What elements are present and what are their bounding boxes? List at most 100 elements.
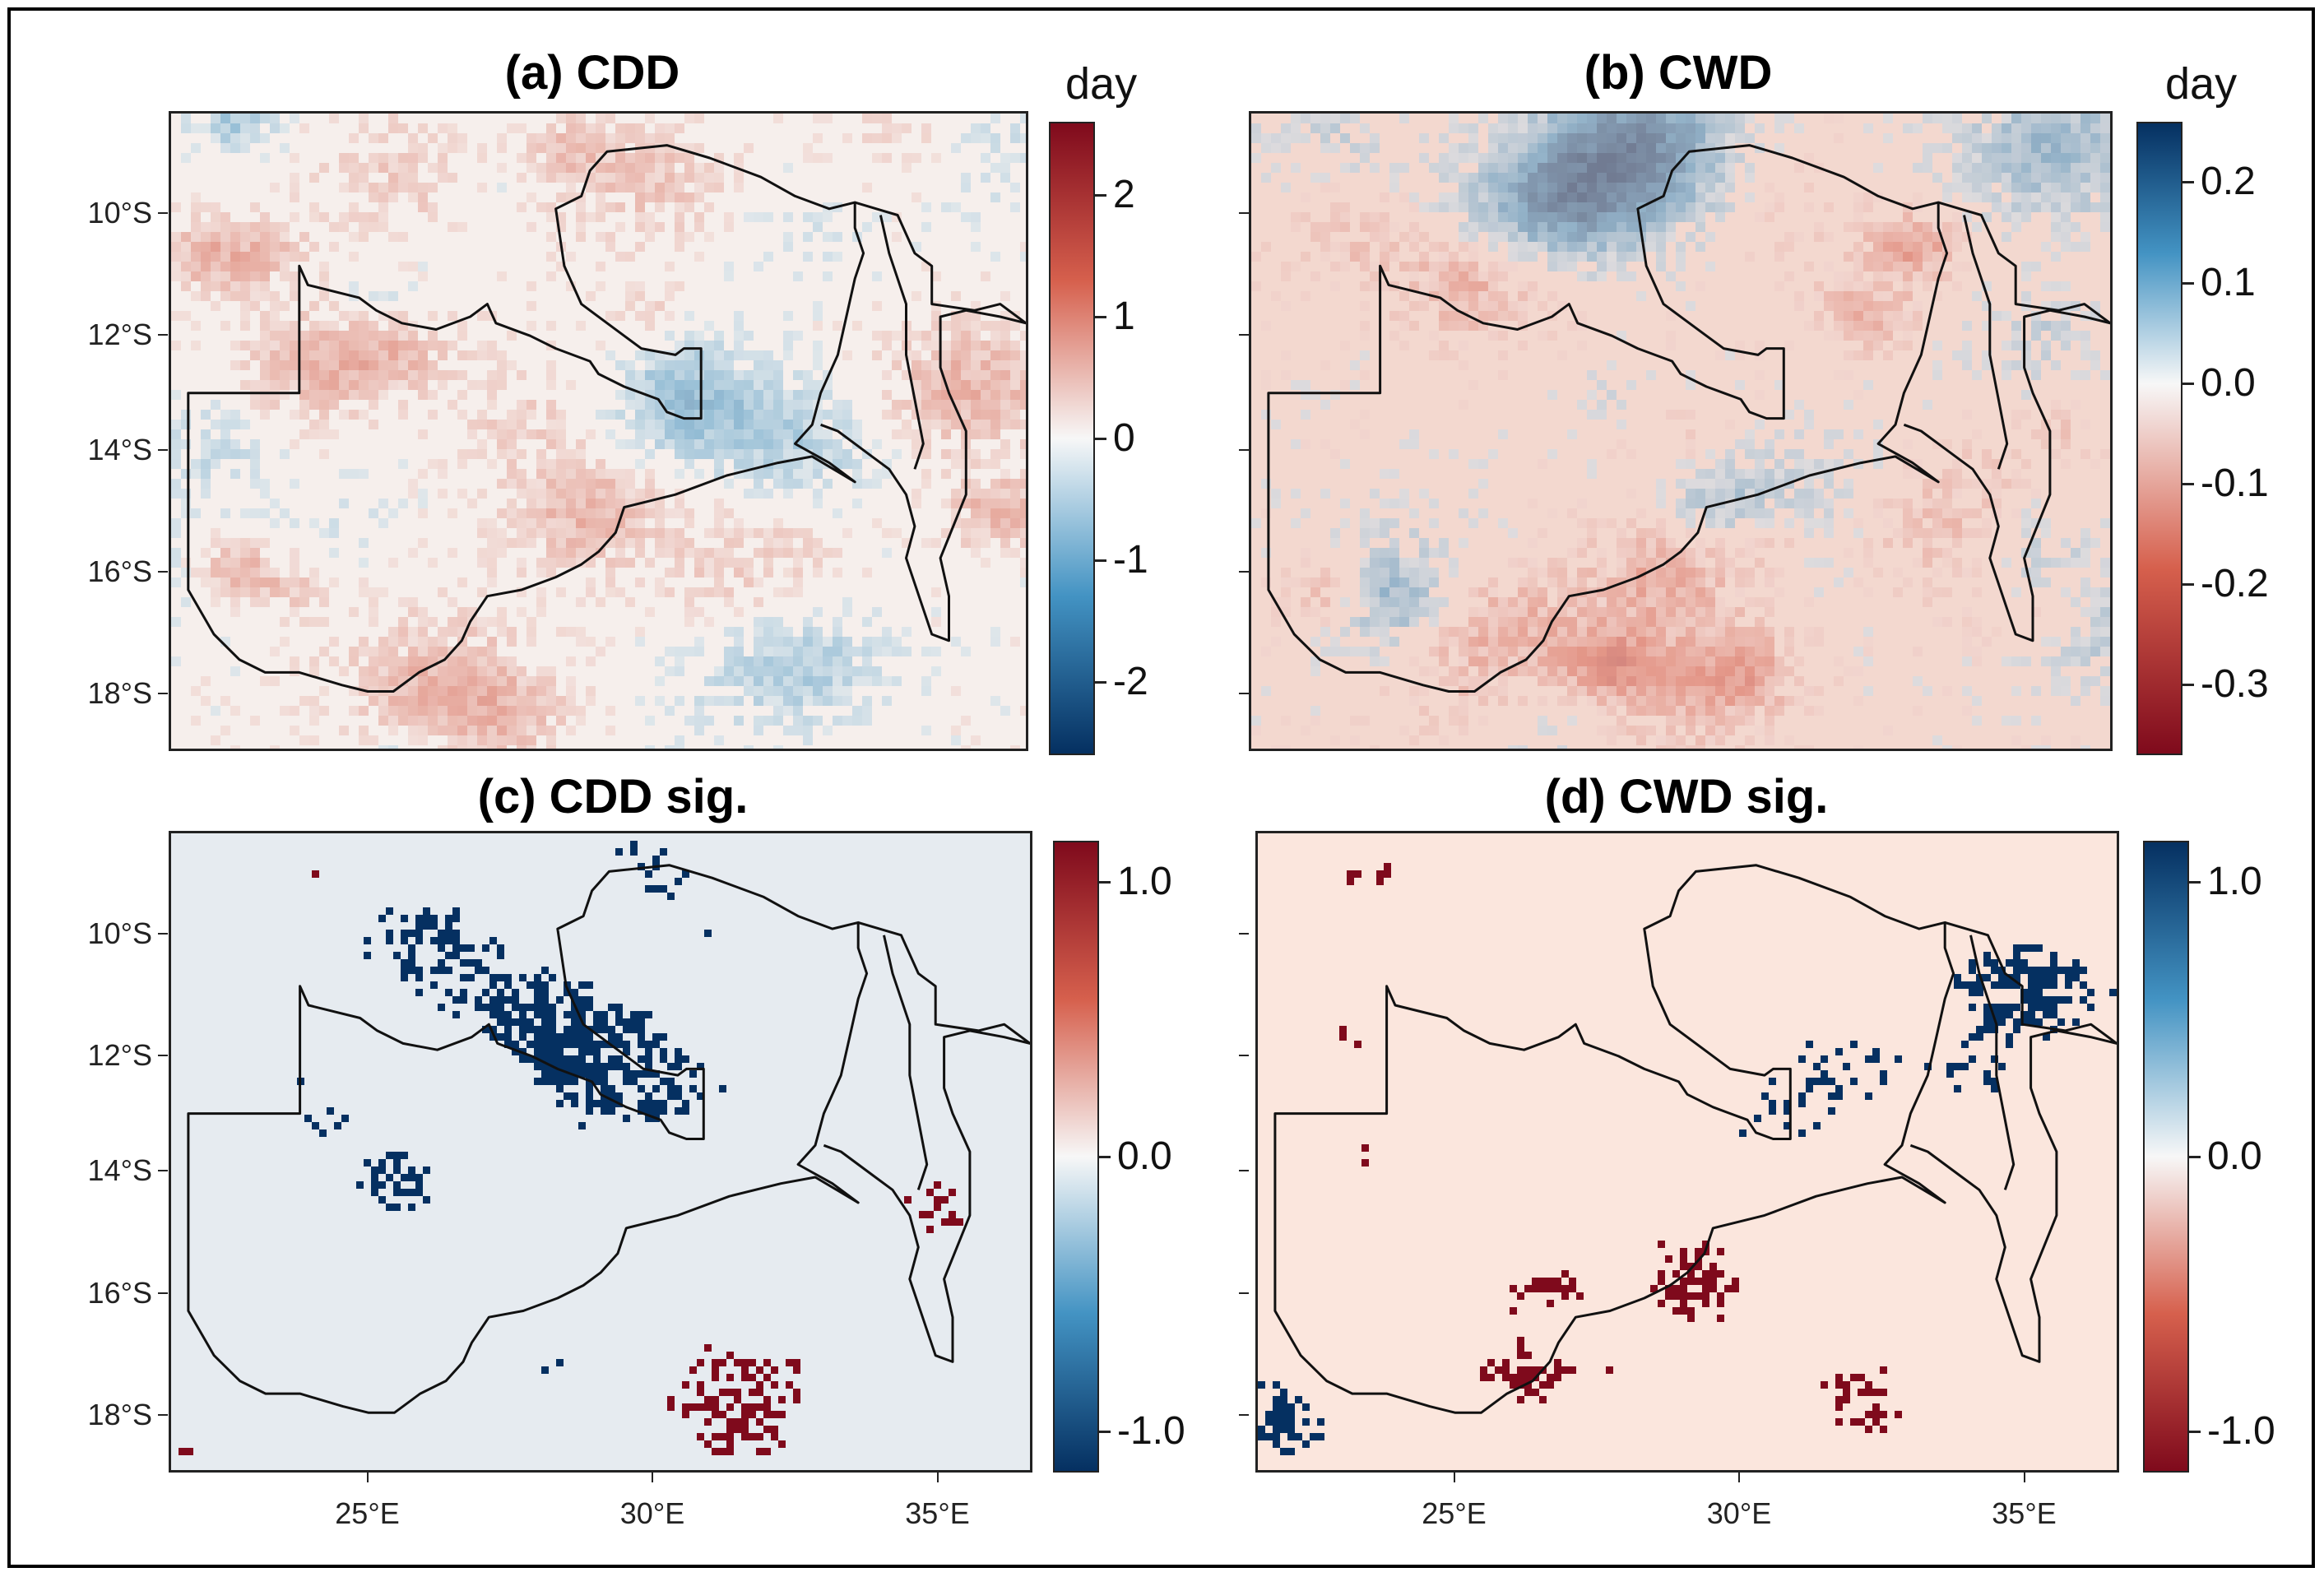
- lat-tick: [1239, 571, 1249, 573]
- colorbar-tick: [2189, 1430, 2201, 1433]
- zambia-border: [1273, 864, 1955, 1414]
- lat-tick: [1239, 449, 1249, 452]
- panel-d-title: (d) CWD sig.: [1544, 770, 1829, 823]
- colorbar-tick-label: -2: [1113, 660, 1148, 704]
- panel-c-map: [169, 831, 1032, 1473]
- lat-label: 16°S: [87, 1275, 152, 1310]
- lat-tick: [1239, 1055, 1249, 1056]
- colorbar-tick: [2183, 281, 2194, 285]
- lat-tick: [1239, 692, 1249, 694]
- colorbar-tick-label: -0.1: [2201, 462, 2269, 505]
- colorbar-tick-label: 2: [1113, 172, 1135, 216]
- colorbar-tick-label: -1.0: [2207, 1408, 2275, 1453]
- lat-tick: [158, 1292, 168, 1294]
- lat-tick: [1239, 1413, 1249, 1416]
- panel-c-colorbar: [1053, 841, 1099, 1473]
- colorbar-tick-label: 0.1: [2201, 260, 2256, 304]
- lon-label: 25°E: [1422, 1496, 1487, 1530]
- colorbar-tick-label: 1: [1113, 294, 1135, 338]
- lake-malawi-border: [1969, 935, 2016, 1190]
- lat-tick: [158, 1170, 168, 1172]
- lat-tick: [158, 932, 168, 935]
- lat-label: 12°S: [87, 1038, 152, 1072]
- colorbar-tick-label: 0: [1113, 416, 1135, 460]
- lon-tick: [1453, 1473, 1455, 1482]
- lon-tick: [652, 1473, 653, 1482]
- map-background: [1258, 833, 2117, 1470]
- colorbar-tick-label: -0.2: [2201, 562, 2269, 606]
- lat-label: 18°S: [87, 675, 152, 710]
- colorbar-tick-label: -1.0: [1117, 1408, 1185, 1453]
- malawi-border: [1909, 921, 2117, 1363]
- lake-malawi-border: [883, 935, 929, 1190]
- colorbar-tick: [2183, 181, 2194, 184]
- colorbar-tick-label: -0.3: [2201, 662, 2269, 707]
- colorbar-tick: [1099, 1430, 1111, 1433]
- panel-b-map: [1249, 111, 2113, 751]
- lat-label: 10°S: [87, 196, 152, 230]
- lat-tick: [158, 1055, 168, 1056]
- map-raster-svg: [171, 833, 1030, 1470]
- malawi-border: [823, 921, 1030, 1363]
- figure-frame: [7, 7, 2315, 1568]
- lat-tick: [158, 692, 168, 694]
- map-raster-cells: [1258, 863, 2117, 1455]
- colorbar-tick-label: 0.0: [2201, 360, 2256, 405]
- lat-tick: [158, 212, 168, 215]
- colorbar-tick: [1099, 1156, 1111, 1158]
- lon-label: 35°E: [905, 1496, 970, 1530]
- colorbar-tick: [2189, 881, 2201, 884]
- zambia-border: [1267, 144, 1949, 693]
- lat-label: 18°S: [87, 1397, 152, 1431]
- lat-tick: [1239, 1170, 1249, 1172]
- colorbar-tick: [1095, 315, 1106, 318]
- colorbar-tick-label: -1: [1113, 538, 1148, 582]
- map-raster-svg: [1258, 833, 2117, 1470]
- panel-a-colorbar-unit: day: [1065, 59, 1138, 109]
- lat-tick: [1239, 932, 1249, 935]
- lon-label: 30°E: [619, 1496, 685, 1530]
- panel-b-colorbar: [2136, 122, 2183, 755]
- colorbar-tick: [2183, 684, 2194, 687]
- lat-tick: [158, 449, 168, 452]
- malawi-border: [820, 201, 1026, 642]
- lon-tick: [936, 1473, 939, 1482]
- colorbar-tick: [2183, 382, 2194, 385]
- map-background: [171, 833, 1030, 1470]
- lon-label: 25°E: [335, 1496, 400, 1530]
- map-raster-svg: [171, 114, 1026, 749]
- colorbar-tick-label: 1.0: [2207, 860, 2262, 904]
- colorbar-tick: [1095, 438, 1106, 440]
- panel-c-title: (c) CDD sig.: [477, 770, 749, 823]
- panel-a-map: [169, 111, 1028, 751]
- colorbar-tick-label: 0.0: [2207, 1134, 2262, 1178]
- lon-label: 30°E: [1706, 1496, 1772, 1530]
- lon-label: 35°E: [1992, 1496, 2057, 1530]
- panel-a-colorbar: [1049, 122, 1095, 755]
- lat-label: 14°S: [87, 1153, 152, 1188]
- panel-b-colorbar-unit: day: [2165, 59, 2238, 109]
- lat-tick: [1239, 1292, 1249, 1294]
- colorbar-tick-label: 1.0: [1117, 860, 1172, 904]
- lat-label: 14°S: [87, 433, 152, 467]
- panel-d-map: [1255, 831, 2119, 1473]
- panel-a-title: (a) CDD: [504, 46, 680, 100]
- colorbar-tick: [1095, 193, 1106, 197]
- zambia-border: [187, 864, 869, 1414]
- colorbar-tick-label: 0.0: [1117, 1134, 1172, 1178]
- lat-label: 12°S: [87, 318, 152, 352]
- colorbar-tick: [1099, 881, 1111, 884]
- panel-b-title: (b) CWD: [1584, 46, 1773, 100]
- lon-tick: [1738, 1473, 1740, 1482]
- colorbar-tick: [1095, 681, 1106, 684]
- lat-label: 10°S: [87, 916, 152, 950]
- lat-tick: [158, 571, 168, 573]
- colorbar-tick: [1095, 559, 1106, 563]
- map-raster-svg: [1251, 114, 2110, 749]
- map-raster-cells: [1251, 114, 2110, 749]
- lat-tick: [158, 334, 168, 336]
- lat-tick: [1239, 334, 1249, 336]
- panel-d-colorbar: [2143, 841, 2189, 1473]
- zambia-border: [187, 144, 865, 693]
- map-raster-cells: [179, 841, 963, 1455]
